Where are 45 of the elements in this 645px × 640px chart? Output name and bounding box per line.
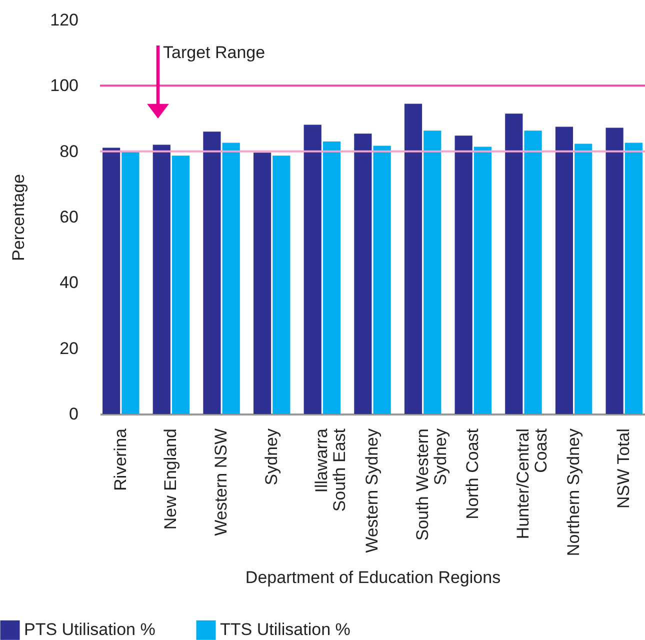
y-tick-label: 20 [60, 338, 78, 358]
x-tick-label: Hunter/Central Coast [513, 428, 550, 540]
bar [122, 150, 140, 414]
x-axis-title: Department of Education Regions [245, 568, 501, 588]
bar [172, 156, 190, 414]
bar [404, 104, 422, 414]
bar [373, 146, 391, 414]
bar [304, 124, 322, 414]
bar [606, 128, 624, 414]
bar [555, 126, 574, 414]
y-axis-title: Percentage [9, 174, 28, 261]
legend-label: TTS Utilisation % [220, 620, 350, 640]
bar [624, 142, 642, 414]
bar [424, 130, 442, 414]
y-tick-label: 60 [60, 208, 78, 226]
x-tick-label: New England [161, 428, 180, 530]
bar [454, 136, 472, 414]
x-tick-label: North Coast [463, 428, 482, 520]
bar [272, 156, 290, 414]
x-tick-label: Riverina [110, 428, 130, 491]
y-tick-label: 40 [60, 273, 78, 292]
bar [152, 144, 170, 414]
y-tick-label: 0 [69, 404, 78, 424]
y-tick-label: 120 [50, 10, 78, 30]
legend-label: PTS Utilisation % [24, 620, 156, 640]
bar [524, 130, 542, 414]
bar [474, 146, 492, 414]
x-tick-label: Western Sydney [362, 428, 382, 553]
bar [574, 144, 592, 414]
x-tick-label: Western NSW [212, 428, 231, 536]
bar [222, 142, 240, 414]
x-tick-label: Northern Sydney [564, 428, 583, 556]
bar [505, 114, 523, 414]
bar [102, 148, 120, 414]
annotation: Target Range [163, 43, 266, 62]
bar [354, 134, 372, 414]
y-tick-label: 100 [50, 76, 78, 96]
x-tick-label: South Western Sydney [412, 428, 450, 541]
bar [203, 132, 221, 414]
x-tick-label: Illawarra South East [312, 428, 350, 512]
x-tick-label: Sydney [262, 428, 281, 486]
y-tick-label: 80 [60, 142, 78, 161]
bar [253, 152, 272, 414]
bar [322, 141, 341, 414]
x-tick-label: NSW Total [614, 428, 634, 508]
